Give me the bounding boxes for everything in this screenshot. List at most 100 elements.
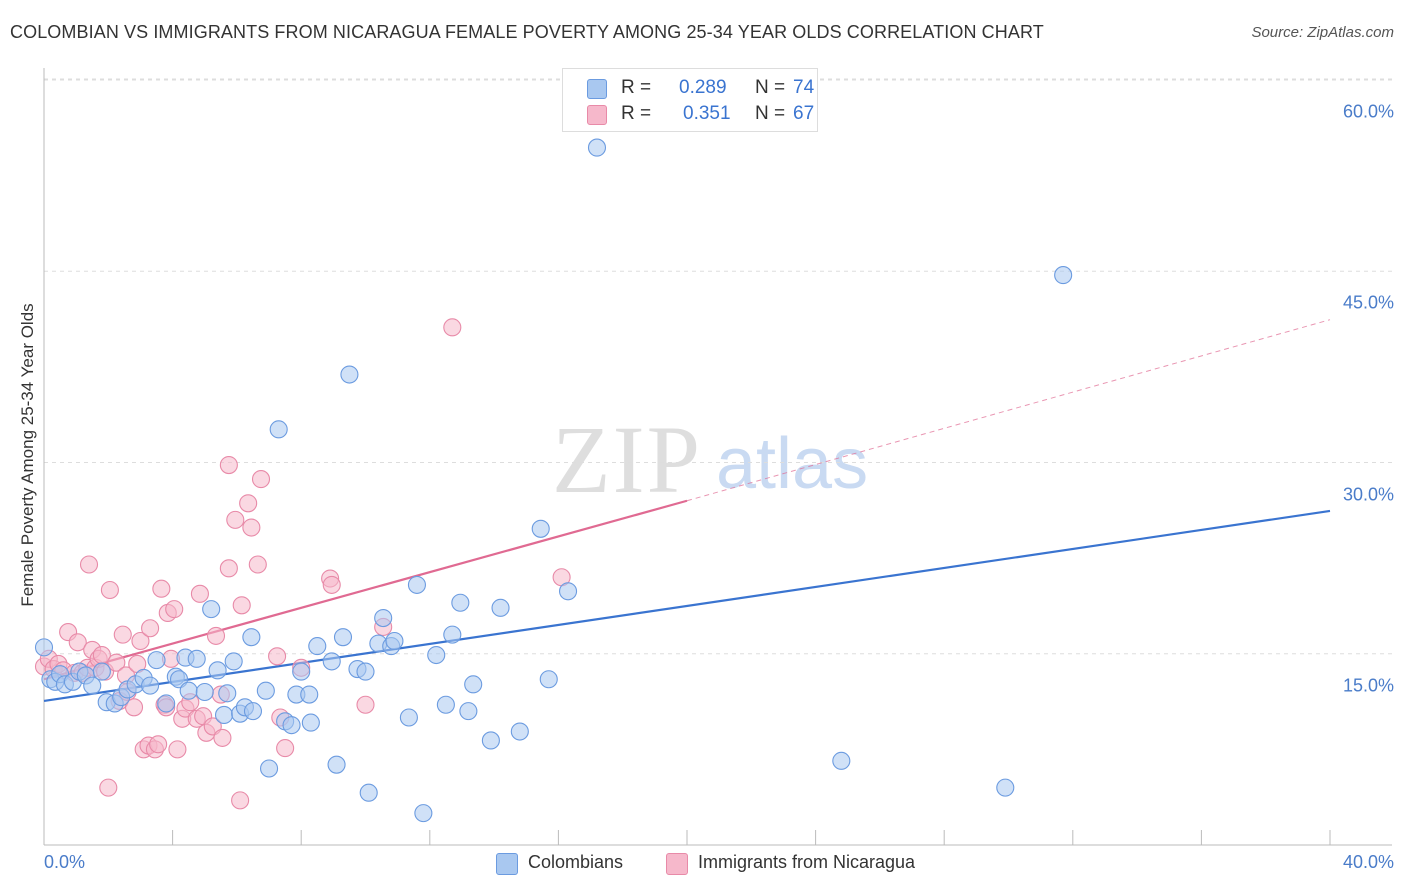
legend-r-label: R = (621, 103, 652, 124)
point-colombians (256, 681, 275, 700)
point-colombians (147, 651, 166, 670)
axes (43, 68, 1392, 846)
legend-r-value: 0.351 (683, 103, 731, 124)
legend-swatch-pink (587, 105, 607, 125)
point-nicaragua (206, 626, 226, 645)
point-nicaragua (168, 740, 187, 759)
legend-n-label: N = (755, 103, 786, 124)
point-nicaragua (443, 318, 462, 337)
trend-line-nicaragua-extension (686, 319, 1331, 502)
point-nicaragua (68, 633, 87, 652)
point-colombians (214, 705, 234, 725)
point-colombians (359, 783, 378, 802)
point-colombians (259, 759, 279, 778)
point-nicaragua (124, 698, 144, 717)
point-colombians (195, 682, 214, 702)
point-colombians (464, 675, 483, 694)
point-nicaragua (149, 735, 168, 754)
point-nicaragua (248, 555, 267, 574)
point-colombians (202, 600, 221, 619)
point-nicaragua (239, 494, 258, 513)
point-colombians (322, 652, 341, 671)
point-colombians (34, 638, 54, 657)
trend-lines (43, 319, 1331, 703)
point-nicaragua (242, 518, 261, 537)
point-colombians (92, 662, 111, 681)
trend-line-colombians (43, 509, 1331, 703)
point-nicaragua (251, 470, 271, 489)
point-nicaragua (113, 625, 132, 644)
point-colombians (340, 365, 359, 384)
point-colombians (407, 575, 426, 594)
bottom-legend-swatch-pink (666, 853, 688, 875)
watermark: ZIP atlas (552, 406, 868, 513)
point-colombians (459, 702, 478, 721)
point-nicaragua (141, 619, 160, 638)
point-colombians (282, 716, 301, 735)
x-tick-label: 40.0% (1342, 852, 1394, 872)
point-colombians (1054, 266, 1073, 285)
watermark-atlas: atlas (716, 424, 868, 504)
legend: R = 0.289 N = 74 R = 0.351 N = 67 (562, 68, 818, 132)
point-colombians (269, 420, 288, 439)
point-colombians (242, 628, 261, 647)
y-tick-label: 30.0% (1342, 484, 1394, 504)
point-colombians (208, 661, 227, 680)
point-nicaragua (99, 778, 118, 797)
point-colombians (187, 649, 206, 668)
point-colombians (374, 608, 393, 628)
x-tick-label: 0.0% (44, 852, 86, 872)
point-colombians (443, 625, 462, 644)
point-nicaragua (268, 647, 287, 666)
point-colombians (996, 778, 1015, 797)
point-colombians (399, 708, 418, 727)
legend-r-label: R = (621, 77, 652, 98)
y-tick-label: 60.0% (1342, 101, 1394, 122)
point-colombians (157, 694, 176, 713)
bottom-legend-label: Colombians (528, 852, 624, 872)
point-colombians (292, 662, 311, 681)
point-colombians (356, 662, 375, 681)
point-colombians (218, 684, 237, 703)
point-nicaragua (152, 579, 171, 598)
point-nicaragua (100, 580, 119, 600)
point-colombians (308, 637, 327, 656)
point-colombians (558, 582, 578, 601)
point-colombians (587, 138, 607, 157)
chart-title: COLOMBIAN VS IMMIGRANTS FROM NICARAGUA F… (10, 22, 1044, 42)
point-colombians (243, 702, 263, 721)
point-colombians (451, 593, 470, 612)
point-colombians (224, 652, 243, 671)
point-nicaragua (107, 653, 126, 672)
point-nicaragua (232, 596, 251, 615)
point-nicaragua (226, 510, 245, 529)
legend-n-label: N = (755, 77, 786, 98)
grid (44, 78, 1392, 655)
point-colombians (385, 631, 404, 651)
point-nicaragua (190, 584, 209, 603)
y-tick-label: 15.0% (1342, 675, 1394, 696)
point-colombians (301, 713, 320, 732)
legend-swatch-blue (587, 79, 607, 99)
point-colombians (333, 628, 353, 647)
point-colombians (427, 645, 446, 665)
bottom-legend-label: Immigrants from Nicaragua (698, 852, 916, 872)
y-tick-label: 45.0% (1342, 292, 1394, 313)
watermark-zip: ZIP (552, 406, 702, 513)
point-nicaragua (231, 791, 250, 810)
legend-r-value: 0.289 (679, 77, 727, 98)
point-nicaragua (219, 559, 238, 578)
point-nicaragua (322, 575, 341, 594)
point-colombians (327, 755, 346, 774)
trend-line-nicaragua (43, 499, 688, 681)
point-colombians (436, 695, 455, 714)
point-colombians (83, 676, 102, 695)
point-nicaragua (165, 600, 184, 619)
point-nicaragua (79, 555, 99, 574)
point-colombians (531, 519, 550, 538)
point-nicaragua (276, 739, 295, 758)
point-nicaragua (131, 631, 150, 651)
point-nicaragua (219, 455, 238, 475)
point-colombians (414, 804, 433, 823)
